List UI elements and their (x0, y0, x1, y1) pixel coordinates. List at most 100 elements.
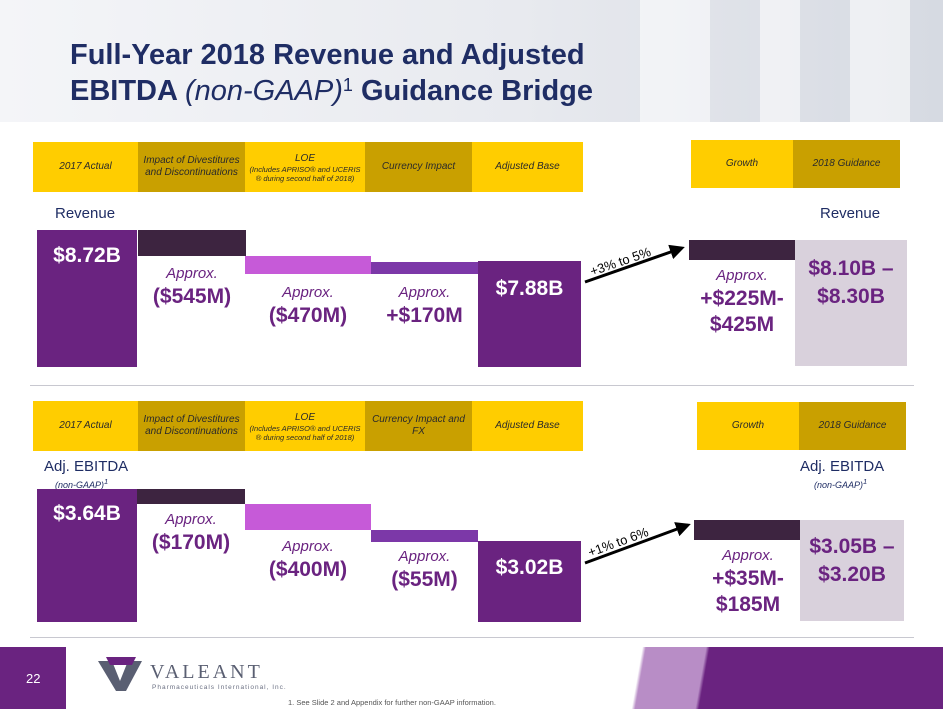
ebitda-header-loe-title: LOE (294, 411, 315, 423)
title-band: Full-Year 2018 Revenue and Adjusted EBIT… (0, 0, 943, 122)
ebitda-delta-loe: Approx. ($400M) (250, 537, 366, 583)
ebitda-label-left-sub-text: (non-GAAP) (55, 480, 105, 490)
revenue-growth-arrow (584, 244, 685, 284)
title-line-1: Full-Year 2018 Revenue and Adjusted (70, 39, 585, 71)
logo-subtitle: Pharmaceuticals International, Inc. (152, 684, 287, 691)
ebitda-value-adjusted-base: $3.02B (495, 556, 564, 579)
title-line-2-bold: EBITDA (70, 75, 185, 107)
revenue-delta-growth-amount-1: +$225M- (700, 287, 784, 310)
ebitda-label-left-sub-mark: 1 (104, 477, 109, 486)
revenue-header-divest: Impact of Divestitures and Discontinuati… (138, 142, 245, 192)
footer-left-band (0, 647, 66, 709)
title-line-2-italic: (non-GAAP) (184, 75, 343, 107)
ebitda-label-right: Adj. EBITDA (800, 458, 885, 475)
ebitda-delta-divest: Approx. ($170M) (137, 510, 245, 556)
revenue-bar-adjusted-base (478, 261, 581, 367)
ebitda-delta-growth-amount-2: $185M (715, 593, 781, 616)
title-footnote-mark: 1 (342, 75, 353, 95)
revenue-delta-growth-amount-2: $425M (709, 313, 775, 336)
footnote: 1. See Slide 2 and Appendix for further … (288, 698, 496, 707)
ebitda-header-currency: Currency Impact and FX (365, 401, 472, 451)
ebitda-delta-divest-amount: ($170M) (151, 531, 231, 554)
logo-name: VALEANT (150, 661, 263, 683)
revenue-delta-divest-approx: Approx. (166, 265, 218, 282)
page-number: 22 (26, 671, 41, 686)
section-divider (30, 385, 914, 386)
revenue-delta-currency: Approx. +$170M (371, 283, 478, 329)
ebitda-value-2017-actual: $3.64B (53, 502, 121, 525)
ebitda-header-guidance: 2018 Guidance (799, 402, 906, 450)
title-line-2-end: Guidance Bridge (352, 75, 594, 107)
ebitda-bar-2017-actual (37, 489, 137, 622)
revenue-delta-loe-amount: ($470M) (268, 304, 348, 327)
ebitda-delta-growth-approx: Approx. (722, 547, 774, 564)
ebitda-bar-growth (694, 520, 800, 540)
ebitda-label-right-sub-mark: 1 (863, 477, 868, 486)
ebitda-header-growth: Growth (697, 402, 799, 450)
ebitda-header-loe: LOE (Includes APRISO® and UCERIS ® durin… (245, 401, 365, 451)
revenue-guidance-line-2: $8.30B (817, 285, 885, 308)
ebitda-delta-currency: Approx. ($55M) (371, 547, 478, 593)
revenue-bar-loe (245, 256, 371, 274)
revenue-header-currency: Currency Impact (365, 142, 472, 192)
revenue-header-growth: Growth (691, 140, 793, 188)
ebitda-delta-growth: Approx. +$35M- $185M (691, 546, 805, 618)
ebitda-header-adjusted: Adjusted Base (472, 401, 583, 451)
ebitda-value-guidance: $3.05B – $3.20B (800, 533, 904, 589)
ebitda-delta-growth-amount-1: +$35M- (712, 567, 784, 590)
ebitda-guidance-line-1: $3.05B – (809, 535, 895, 558)
revenue-header-guidance: 2018 Guidance (793, 140, 900, 188)
revenue-delta-divest-amount: ($545M) (152, 285, 232, 308)
revenue-delta-divest: Approx. ($545M) (138, 264, 246, 310)
title-decoration (850, 0, 910, 122)
ebitda-label-right-sub-text: (non-GAAP) (814, 480, 864, 490)
title-decoration (760, 0, 800, 122)
revenue-value-adjusted-base: $7.88B (495, 277, 564, 300)
revenue-delta-growth: Approx. +$225M- $425M (685, 266, 799, 338)
revenue-header-adjusted: Adjusted Base (472, 142, 583, 192)
revenue-bar-2017-actual (37, 230, 137, 367)
ebitda-bar-adjusted-base (478, 541, 581, 622)
ebitda-delta-loe-amount: ($400M) (268, 558, 348, 581)
revenue-delta-loe: Approx. ($470M) (250, 283, 366, 329)
ebitda-guidance-line-2: $3.20B (818, 563, 886, 586)
revenue-value-2017-actual: $8.72B (53, 244, 121, 267)
revenue-bar-guidance (795, 240, 907, 366)
ebitda-label-left: Adj. EBITDA (44, 458, 129, 475)
ebitda-delta-currency-amount: ($55M) (391, 568, 458, 591)
revenue-delta-growth-approx: Approx. (716, 267, 768, 284)
ebitda-growth-arrow (584, 522, 691, 565)
ebitda-delta-currency-approx: Approx. (398, 548, 451, 565)
ebitda-bar-currency (371, 530, 478, 542)
ebitda-bar-guidance (800, 520, 904, 621)
valeant-logo-icon (98, 657, 142, 691)
ebitda-header-actual: 2017 Actual (33, 401, 138, 451)
revenue-guidance-line-1: $8.10B – (808, 257, 894, 280)
revenue-delta-currency-amount: +$170M (386, 304, 463, 327)
revenue-header-actual: 2017 Actual (33, 142, 138, 192)
revenue-bar-divest (138, 230, 246, 256)
ebitda-bar-loe (245, 504, 371, 530)
footer-white-panel (66, 647, 656, 709)
revenue-bar-growth (689, 240, 795, 260)
bottom-divider (30, 637, 914, 638)
revenue-header-loe-title: LOE (294, 152, 315, 164)
revenue-delta-currency-approx: Approx. (398, 284, 451, 301)
ebitda-label-right-sub: (non-GAAP)1 (814, 477, 867, 490)
revenue-bar-currency (371, 262, 478, 274)
ebitda-bar-divest (137, 489, 245, 504)
revenue-header-loe: LOE (Includes APRISO® and UCERIS ® durin… (245, 142, 365, 192)
footer: 22 VALEANT Pharmaceuticals International… (0, 647, 943, 709)
ebitda-delta-divest-approx: Approx. (165, 511, 217, 528)
ebitda-delta-loe-approx: Approx. (282, 538, 334, 555)
footer-right-band (600, 647, 943, 709)
revenue-label-left: Revenue (55, 205, 116, 222)
revenue-value-guidance: $8.10B – $8.30B (795, 255, 907, 311)
revenue-label-right: Revenue (820, 205, 881, 222)
slide-title: Full-Year 2018 Revenue and Adjusted EBIT… (70, 37, 593, 109)
ebitda-header-divest: Impact of Divestitures and Discontinuati… (138, 401, 245, 451)
ebitda-header-loe-note: (Includes APRISO® and UCERIS ® during se… (249, 423, 361, 442)
revenue-delta-loe-approx: Approx. (282, 284, 334, 301)
